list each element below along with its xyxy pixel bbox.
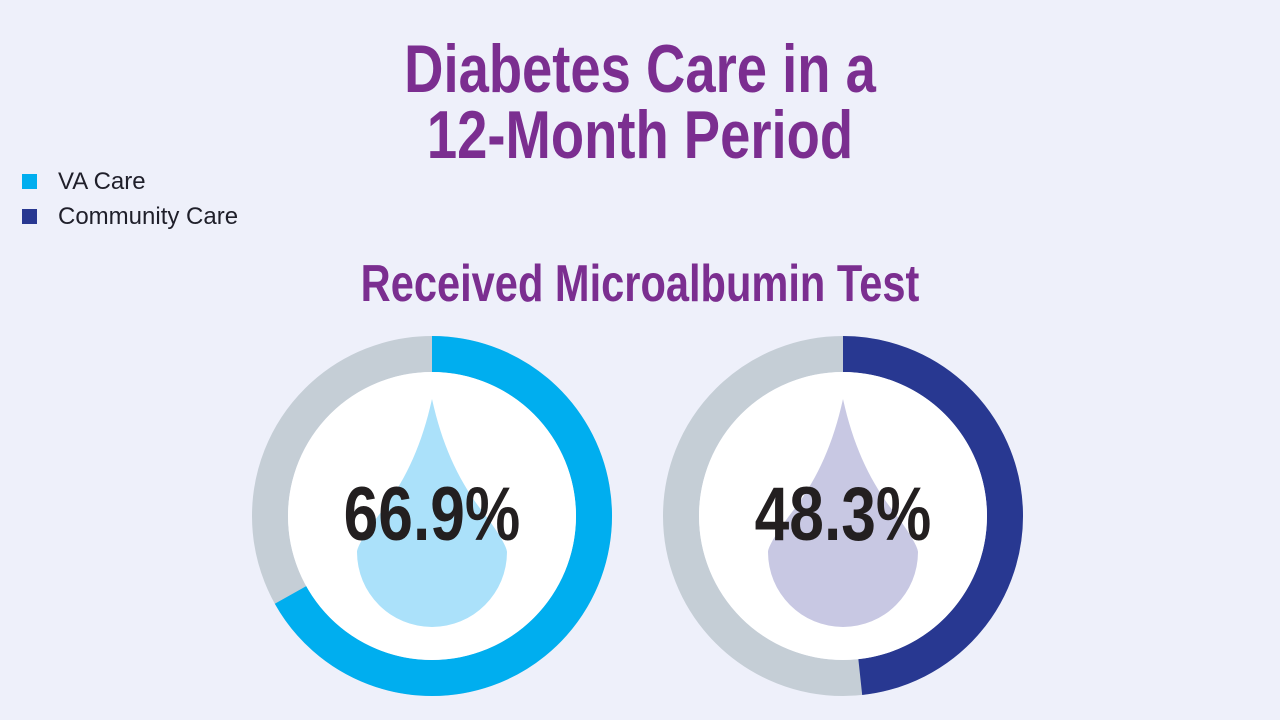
chart-subtitle: Received Microalbumin Test bbox=[360, 255, 920, 313]
water-drop-icon bbox=[357, 399, 507, 627]
legend-swatch-community-care bbox=[22, 209, 37, 224]
legend-label-va-care: VA Care bbox=[58, 167, 146, 195]
value-label-va-care: 66.9% bbox=[344, 471, 521, 556]
title-line-2: 12-Month Period bbox=[426, 97, 854, 173]
ring-value-arc-community-care bbox=[842, 336, 1023, 695]
legend-swatch-va-care bbox=[22, 174, 37, 189]
water-drop-icon bbox=[768, 399, 918, 627]
ring-value-arc-va-care bbox=[274, 336, 612, 696]
value-label-community-care: 48.3% bbox=[755, 471, 932, 556]
legend: VA Care Community Care bbox=[22, 164, 238, 234]
title-line-1: Diabetes Care in a bbox=[404, 31, 876, 107]
donut-community-care: 48.3% bbox=[663, 336, 1023, 696]
page-title: Diabetes Care in a 12-Month Period bbox=[128, 31, 1152, 173]
legend-item-community-care: Community Care bbox=[22, 199, 238, 234]
legend-item-va-care: VA Care bbox=[22, 164, 238, 199]
legend-label-community-care: Community Care bbox=[58, 202, 239, 230]
donut-va-care: 66.9% bbox=[252, 336, 612, 696]
